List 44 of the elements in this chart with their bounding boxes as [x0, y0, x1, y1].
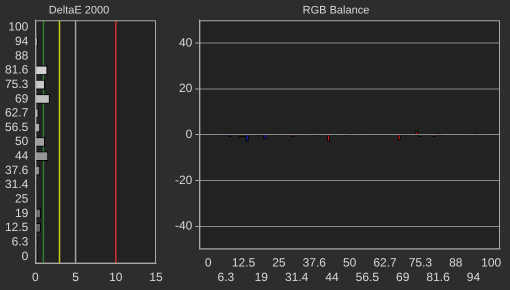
x-tick-label: 56.5 [356, 270, 380, 284]
x-tick-label: 81.6 [426, 270, 450, 284]
x-tick-label: 5 [72, 270, 80, 284]
x-tick-label: 37.6 [302, 256, 326, 270]
x-tick-label: 15 [149, 270, 163, 284]
y-tick-label: 88 [14, 48, 29, 62]
x-tick-label: 88 [449, 256, 463, 270]
y-tick-label: 100 [8, 20, 29, 34]
x-tick-label: 75.3 [408, 256, 432, 270]
y-tick-label: 62.7 [4, 106, 29, 120]
y-tick-label: 25 [14, 191, 29, 206]
y-tick-label: 6.3 [12, 234, 29, 248]
y-tick-label: 56.5 [4, 120, 29, 134]
x-tick-label: 19 [254, 270, 268, 284]
x-tick-label: 94 [466, 270, 480, 284]
x-tick-label: 25 [272, 256, 286, 270]
x-tick-label: 0 [204, 256, 212, 270]
y-tick-label: -40 [175, 218, 193, 233]
x-tick-label: 0 [32, 270, 40, 284]
x-tick-label: 100 [481, 256, 502, 270]
chart-title: DeltaE 2000 [48, 4, 110, 17]
y-tick-label: 75.3 [4, 76, 29, 91]
x-tick-label: 6.3 [218, 270, 235, 284]
x-tick-label: 50 [342, 256, 357, 270]
y-tick-label: 69 [14, 91, 29, 106]
x-tick-label: 69 [396, 270, 410, 284]
x-tick-label: 10 [109, 270, 123, 284]
y-tick-label: 40 [178, 35, 193, 50]
y-tick-label: 94 [14, 34, 29, 48]
y-tick-label: 44 [14, 148, 29, 163]
x-tick-label: 62.7 [373, 256, 398, 270]
y-tick-label: 0 [186, 127, 193, 142]
y-tick-label: 12.5 [4, 220, 29, 234]
y-tick-label: 81.6 [4, 62, 29, 77]
x-tick-label: 31.4 [284, 270, 309, 284]
x-tick-label: 12.5 [232, 256, 256, 270]
chart-title: RGB Balance [302, 4, 370, 17]
y-tick-label: 50 [14, 134, 29, 148]
y-tick-label: 19 [14, 206, 29, 220]
y-tick-label: 20 [178, 81, 193, 96]
y-tick-label: -20 [175, 172, 193, 187]
y-tick-label: 31.4 [4, 177, 29, 192]
x-tick-label: 44 [325, 270, 339, 284]
y-tick-label: 37.6 [4, 162, 29, 177]
